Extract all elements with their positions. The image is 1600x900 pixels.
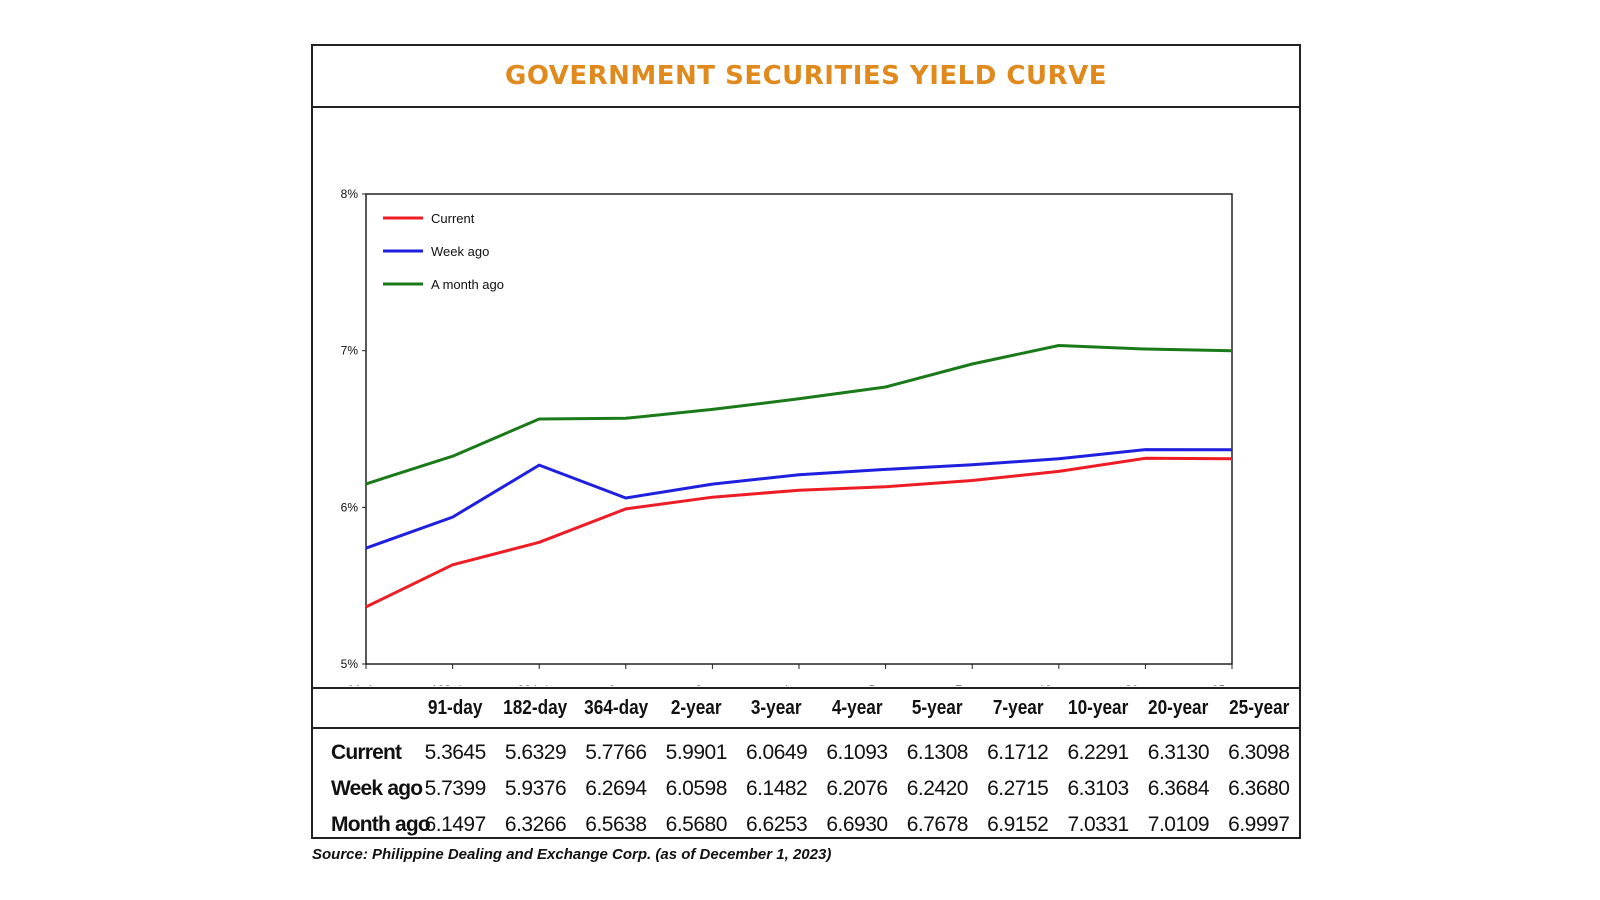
table-header-cell: 7-year	[992, 696, 1044, 719]
table-cell: 6.9997	[1228, 813, 1290, 836]
series-line-a-month-ago	[365, 344, 1233, 486]
table-cell: 6.5638	[585, 813, 647, 836]
table-cell: 7.0331	[1067, 813, 1129, 836]
series-line-current	[365, 456, 1233, 609]
table-cell: 5.7766	[585, 741, 647, 764]
table-cell: 6.3680	[1228, 777, 1290, 800]
y-axis: 5% 6% 7% 8%	[341, 187, 366, 671]
table-cell: 5.7399	[424, 777, 487, 800]
table-cell: 6.1712	[987, 741, 1049, 764]
table-cell: 6.5680	[665, 813, 728, 836]
table-cell: 6.1308	[906, 741, 969, 764]
table-cell: 7.0109	[1147, 813, 1210, 836]
table-cell: 6.1497	[424, 813, 487, 836]
title-bar: GOVERNMENT SECURITIES YIELD CURVE	[313, 46, 1299, 108]
table-cell: 6.2694	[585, 777, 647, 800]
legend-label: Week ago	[431, 244, 489, 259]
yield-curve-chart: 5% 6% 7% 8% 91-day 182-day 364-day 2-year 3-yea…	[341, 187, 1253, 686]
table-header-cell: 5-year	[911, 696, 963, 719]
table-cell: 5.3645	[424, 741, 487, 764]
table-cell: 5.9376	[504, 777, 567, 800]
x-tick-label: 2-year	[609, 683, 643, 686]
y-tick-label: 6%	[341, 500, 359, 514]
x-tick-label: 3-year	[695, 683, 729, 686]
table-row-label: Current	[331, 741, 402, 764]
series-line-week-ago	[365, 448, 1233, 550]
table-header-cell: 25-year	[1228, 696, 1289, 719]
table-cell: 6.3130	[1147, 741, 1210, 764]
series-lines	[365, 344, 1233, 609]
table-cell: 6.1093	[826, 741, 888, 764]
x-tick-label: 364-day	[518, 683, 561, 686]
table-header-cell: 2-year	[670, 696, 722, 719]
table-corner	[320, 688, 408, 728]
y-tick-label: 7%	[341, 344, 359, 358]
table-cell: 6.0649	[746, 741, 808, 764]
chart-frame: GOVERNMENT SECURITIES YIELD CURVE 5% 6% 7%…	[311, 44, 1301, 839]
table-cell: 6.3098	[1228, 741, 1290, 764]
y-tick-label: 8%	[341, 187, 359, 201]
x-tick-label: 4-year	[782, 683, 816, 686]
table-header-row: 91-day 182-day 364-day 2-year 3-year 4-year 5-…	[313, 688, 1299, 728]
table-header-cell: 364-day	[583, 696, 648, 719]
x-tick-label: 7-year	[955, 683, 989, 686]
source-note: Source: Philippine Dealing and Exchange …	[312, 846, 832, 863]
table-cell: 6.0598	[665, 777, 728, 800]
table-cell: 5.9901	[665, 741, 728, 764]
table-row: Current 5.3645 5.6329 5.7766 5.9901 6.0649 6.1…	[313, 728, 1299, 771]
table-cell: 6.6930	[826, 813, 888, 836]
table-row: Week ago 5.7399 5.9376 6.2694 6.0598 6.1482 6.…	[313, 771, 1299, 807]
table-cell: 6.1482	[746, 777, 808, 800]
table-cell: 6.2291	[1067, 741, 1129, 764]
table-cell: 5.6329	[504, 741, 567, 764]
table-cell: 6.7678	[906, 813, 969, 836]
table-cell: 6.2420	[906, 777, 969, 800]
table-cell: 6.2076	[826, 777, 888, 800]
table-row: Month ago 6.1497 6.3266 6.5638 6.5680 6.6253 6…	[313, 807, 1299, 843]
table-cell: 6.3266	[504, 813, 567, 836]
table-header-cell: 4-year	[831, 696, 883, 719]
x-axis: 91-day 182-day 364-day 2-year 3-year 4-year 5-…	[348, 664, 1253, 686]
table-cell: 6.3103	[1067, 777, 1129, 800]
table-header-cell: 10-year	[1067, 696, 1129, 719]
table-row-label: Week ago	[331, 777, 423, 800]
table-header-cell: 3-year	[751, 696, 802, 719]
yield-table: 91-day 182-day 364-day 2-year 3-year 4-year 5-…	[313, 687, 1299, 843]
x-tick-label: 182-day	[431, 683, 474, 686]
table-header-cell: 20-year	[1148, 696, 1209, 719]
x-tick-label: 20-year	[1125, 683, 1166, 686]
x-tick-label: 91-day	[348, 683, 385, 686]
table-cell: 6.3684	[1147, 777, 1210, 800]
table-cell: 6.9152	[987, 813, 1049, 836]
x-tick-label: 10-year	[1038, 683, 1079, 686]
y-tick-label: 5%	[341, 657, 359, 671]
table-header-cell: 182-day	[503, 696, 568, 719]
table-cell: 6.6253	[746, 813, 808, 836]
table-header-cell: 91-day	[427, 696, 483, 719]
table-row-label: Month ago	[331, 813, 431, 836]
x-tick-label: 25-year	[1212, 683, 1253, 686]
table-body: Current 5.3645 5.6329 5.7766 5.9901 6.0649 6.1…	[313, 728, 1299, 843]
legend-label: A month ago	[431, 277, 504, 292]
table-cell: 6.2715	[987, 777, 1049, 800]
chart-title: GOVERNMENT SECURITIES YIELD CURVE	[505, 61, 1107, 91]
x-tick-label: 5-year	[869, 683, 903, 686]
plot-area	[365, 193, 1233, 665]
legend: Current Week ago A month ago	[383, 211, 504, 292]
legend-label: Current	[431, 211, 475, 226]
